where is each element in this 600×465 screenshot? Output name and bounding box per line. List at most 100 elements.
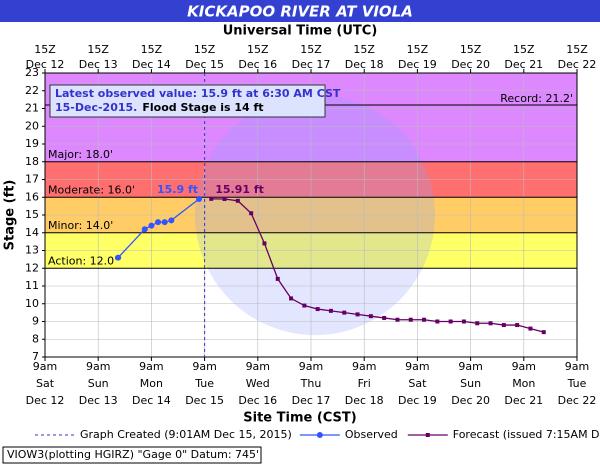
y-tick-label: 14 <box>25 226 39 239</box>
forecast-point <box>249 211 254 216</box>
legend-marker <box>316 432 323 438</box>
forecast-point <box>475 321 480 326</box>
x-tick-label: Dec 19 <box>398 394 437 407</box>
forecast-point <box>515 323 520 328</box>
x-tick-label: Sat <box>36 377 55 390</box>
forecast-point <box>342 310 347 315</box>
observed-point <box>161 219 168 226</box>
flood-label: Action: 12.0' <box>48 254 117 267</box>
x-tick-label: Wed <box>246 377 270 390</box>
y-tick-label: 21 <box>25 102 39 115</box>
x-tick-label: Dec 16 <box>238 394 277 407</box>
y-tick-label: 11 <box>25 279 39 292</box>
forecast-point <box>302 303 307 308</box>
top-x-tick-label: Dec 22 <box>558 58 597 71</box>
forecast-point <box>355 312 360 317</box>
top-x-tick-label: 15Z <box>141 43 163 56</box>
forecast-point <box>501 323 506 328</box>
legend-label: Observed <box>345 428 398 441</box>
x-tick-label: Dec 13 <box>79 394 118 407</box>
x-tick-label: 9am <box>192 360 216 373</box>
top-x-tick-label: Dec 13 <box>79 58 118 71</box>
x-tick-label: 9am <box>246 360 270 373</box>
x-tick-label: Mon <box>512 377 535 390</box>
top-x-tick-label: 15Z <box>353 43 375 56</box>
flood-label: Major: 18.0' <box>48 148 113 161</box>
forecast-point <box>382 315 387 320</box>
forecast-point <box>461 319 466 324</box>
top-x-tick-label: 15Z <box>87 43 109 56</box>
info-box <box>49 84 326 118</box>
observed-point <box>141 226 148 233</box>
observed-point <box>155 219 162 226</box>
x-tick-label: 9am <box>86 360 110 373</box>
y-tick-label: 19 <box>25 137 39 150</box>
top-x-tick-label: 15Z <box>34 43 56 56</box>
y-tick-label: 9 <box>32 315 39 328</box>
top-x-tick-label: Dec 19 <box>398 58 437 71</box>
title-bar <box>0 0 600 22</box>
info-text: Flood Stage is 14 ft <box>142 101 263 114</box>
top-x-tick-label: 15Z <box>460 43 482 56</box>
forecast-point <box>289 296 294 301</box>
x-axis-title: Site Time (CST) <box>243 411 356 426</box>
x-tick-label: Thu <box>300 377 322 390</box>
forecast-point <box>448 319 453 324</box>
y-tick-label: 15 <box>25 208 39 221</box>
data-label: 15.9 ft <box>157 183 198 196</box>
observed-point <box>148 222 155 229</box>
forecast-point <box>368 314 373 319</box>
x-tick-label: Sun <box>88 377 109 390</box>
x-tick-label: Dec 15 <box>185 394 224 407</box>
x-tick-label: Dec 17 <box>292 394 331 407</box>
x-tick-label: 9am <box>299 360 323 373</box>
x-tick-label: 9am <box>139 360 163 373</box>
forecast-point <box>488 321 493 326</box>
x-tick-label: 9am <box>33 360 57 373</box>
y-tick-label: 18 <box>25 155 39 168</box>
x-tick-label: Dec 21 <box>504 394 543 407</box>
forecast-point <box>209 196 214 201</box>
flood-label: Minor: 14.0' <box>48 219 113 232</box>
forecast-point <box>435 319 440 324</box>
top-x-tick-label: Dec 20 <box>451 58 490 71</box>
y-axis-title: Stage (ft) <box>3 180 18 251</box>
legend-label: Forecast (issued 7:15AM Dec 15) <box>453 428 600 441</box>
chart-title: KICKAPOO RIVER AT VIOLA <box>187 3 413 21</box>
top-x-tick-label: Dec 12 <box>26 58 65 71</box>
x-tick-label: Sun <box>460 377 481 390</box>
top-x-tick-label: 15Z <box>407 43 429 56</box>
top-axis-title: Universal Time (UTC) <box>223 24 378 39</box>
forecast-point <box>235 198 240 203</box>
plot-frame <box>44 72 578 358</box>
y-tick-label: 8 <box>32 332 39 345</box>
forecast-point <box>422 317 427 322</box>
y-tick-label: 12 <box>25 261 39 274</box>
x-tick-label: 9am <box>565 360 589 373</box>
top-x-tick-label: 15Z <box>194 43 216 56</box>
flood-label: Moderate: 16.0' <box>48 183 135 196</box>
y-tick-label: 22 <box>25 84 39 97</box>
top-x-tick-label: 15Z <box>513 43 535 56</box>
x-tick-label: Dec 22 <box>558 394 597 407</box>
series-line <box>211 198 544 333</box>
x-tick-label: Fri <box>358 377 371 390</box>
y-tick-label: 7 <box>32 350 39 363</box>
legend-marker <box>425 433 430 437</box>
y-tick-label: 17 <box>25 173 39 186</box>
x-tick-label: Dec 14 <box>132 394 171 407</box>
y-tick-label: 20 <box>25 119 39 132</box>
forecast-point <box>222 197 227 202</box>
top-x-tick-label: Dec 21 <box>504 58 543 71</box>
top-x-tick-label: Dec 16 <box>238 58 277 71</box>
y-tick-label: 13 <box>25 244 39 257</box>
legend-label: Graph Created (9:01AM Dec 15, 2015) <box>80 428 292 441</box>
x-tick-label: 9am <box>458 360 482 373</box>
top-x-tick-label: Dec 14 <box>132 58 171 71</box>
forecast-point <box>315 307 320 312</box>
x-tick-label: Mon <box>140 377 163 390</box>
x-tick-label: Tue <box>194 377 214 390</box>
record-label: Record: 21.2' <box>500 92 573 105</box>
info-text: 15-Dec-2015. <box>55 101 137 114</box>
forecast-point <box>262 241 267 246</box>
